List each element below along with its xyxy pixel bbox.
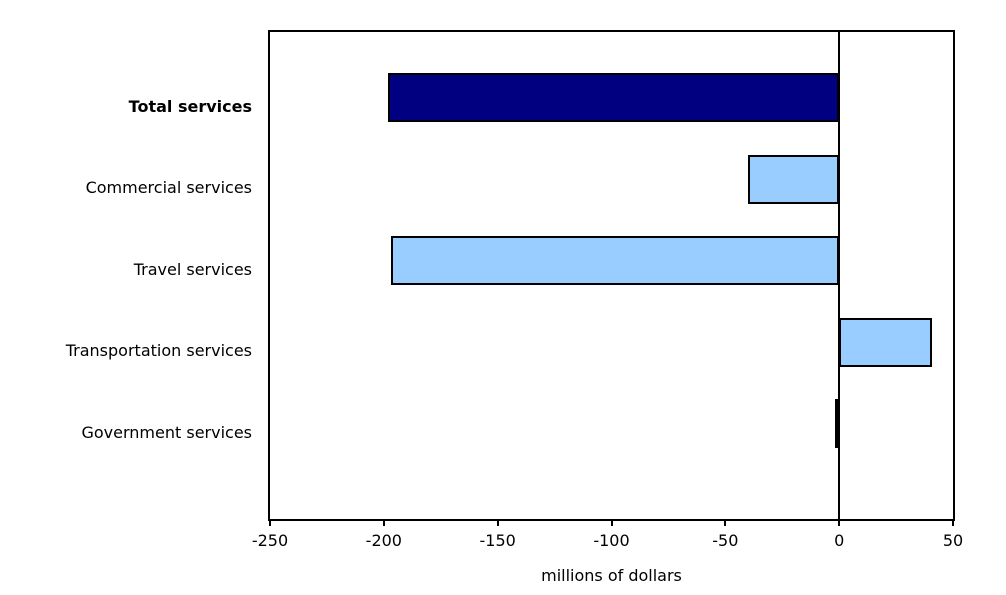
category-label-total-services: Total services — [128, 96, 252, 116]
x-tick-label--200: -200 — [365, 531, 402, 550]
x-tick-label-0: 0 — [834, 531, 845, 550]
x-tick--50 — [724, 519, 727, 526]
category-label-transportation-services: Transportation services — [65, 341, 252, 360]
x-tick-label--150: -150 — [479, 531, 516, 550]
x-tick--150 — [496, 519, 499, 526]
plot-area — [268, 30, 955, 521]
bar-travel-services — [390, 236, 840, 285]
x-tick--250 — [269, 519, 271, 526]
category-label-travel-services: Travel services — [133, 259, 252, 279]
category-label-government-services: Government services — [81, 422, 252, 442]
x-tick--100 — [610, 519, 613, 526]
bar-commercial-services — [748, 154, 840, 204]
x-tick-label--50: -50 — [712, 531, 739, 550]
x-tick-0 — [838, 519, 841, 526]
category-label-commercial-services: Commercial services — [85, 178, 252, 197]
x-tick-label-50: 50 — [942, 531, 964, 550]
bar-total-services — [388, 73, 840, 122]
zero-baseline — [838, 32, 841, 519]
x-tick--200 — [382, 519, 385, 526]
x-tick-label--250: -250 — [251, 531, 289, 550]
x-tick-label--100: -100 — [593, 531, 630, 550]
x-axis-title: millions of dollars — [541, 566, 682, 585]
bar-transportation-services — [839, 317, 933, 367]
x-tick-50 — [952, 519, 954, 526]
bar-government-services — [834, 399, 840, 448]
